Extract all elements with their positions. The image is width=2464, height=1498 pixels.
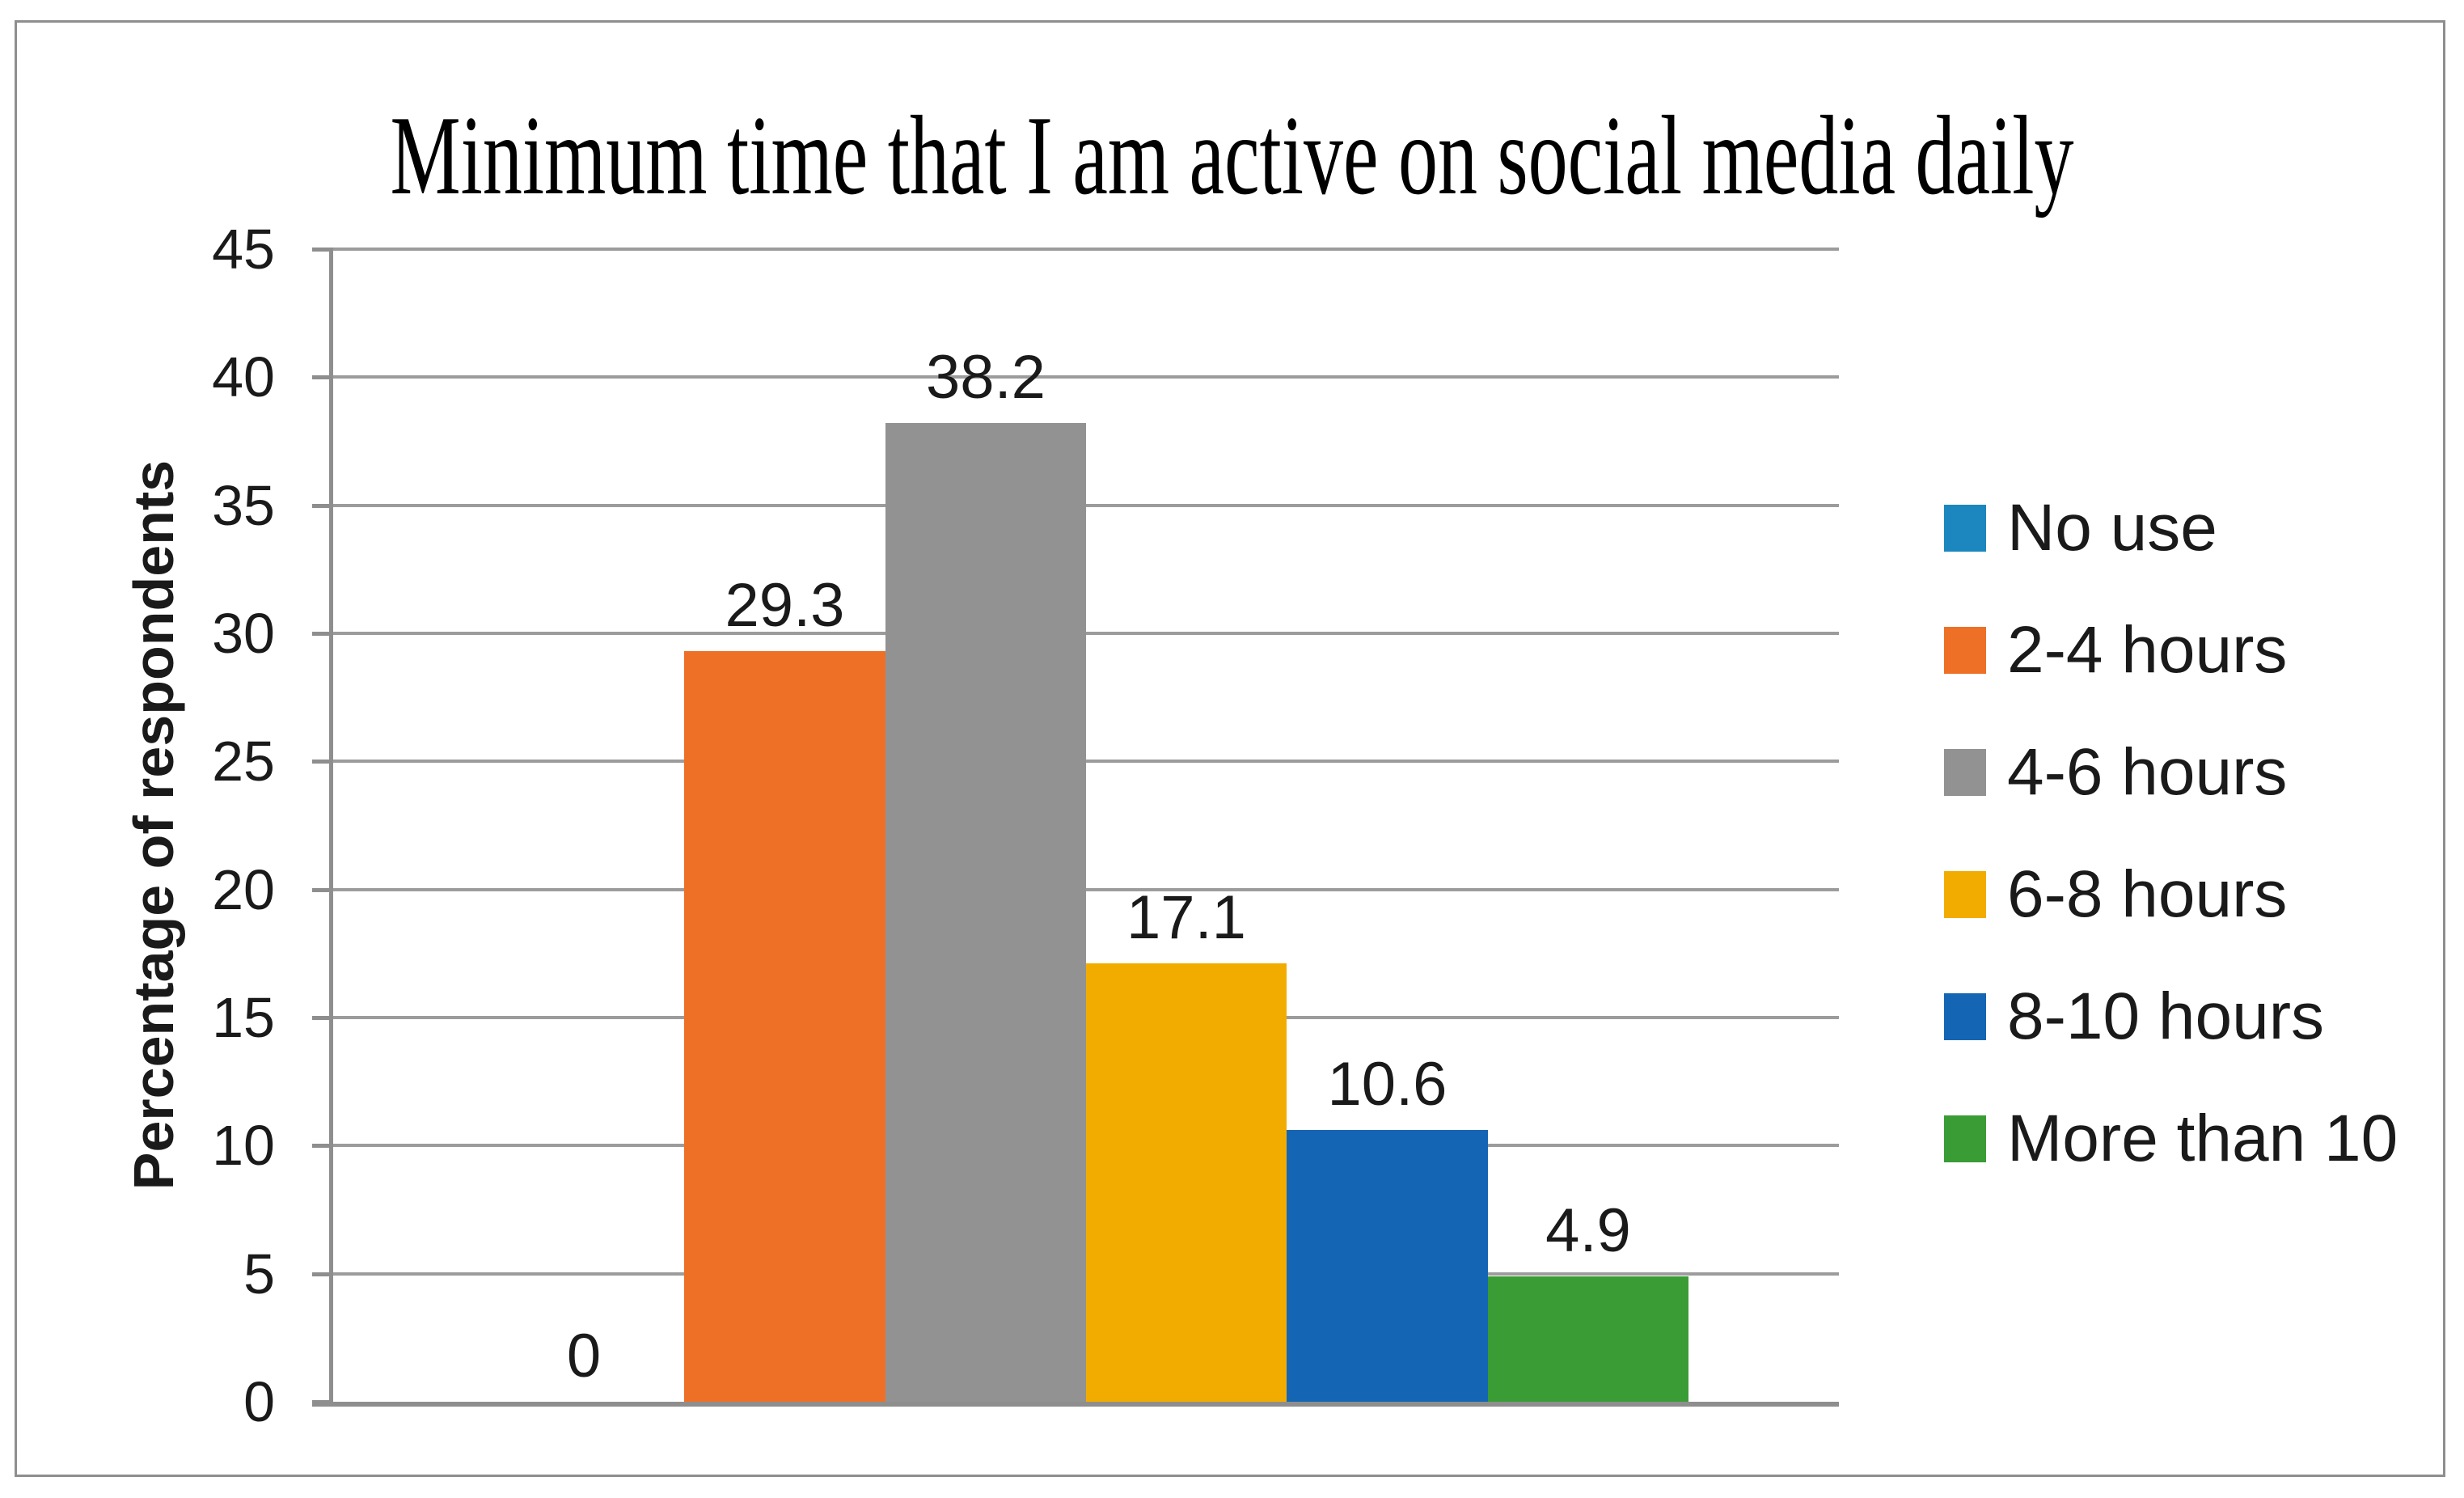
y-tick-label: 35	[212, 473, 275, 537]
legend-item-label: 6-8 hours	[2007, 857, 2288, 931]
y-axis-tick	[312, 375, 333, 380]
bar-value-label: 38.2	[926, 343, 1046, 412]
y-tick-label: 10	[212, 1114, 275, 1178]
x-axis-line	[312, 1402, 1839, 1407]
y-tick-label: 45	[212, 218, 275, 281]
legend-item-label: No use	[2007, 491, 2217, 565]
bar-value-label: 29.3	[725, 571, 845, 640]
grid-line	[333, 760, 1839, 764]
legend-item: 4-6 hours	[1944, 735, 2287, 809]
legend-item: 6-8 hours	[1944, 857, 2287, 931]
legend-item: More than 10	[1944, 1102, 2398, 1175]
y-axis-tick	[312, 632, 333, 636]
legend-swatch	[1944, 993, 1986, 1040]
legend-item: 2-4 hours	[1944, 613, 2287, 687]
y-tick-label: 25	[212, 730, 275, 793]
legend-swatch	[1944, 505, 1986, 552]
bar-value-label: 4.9	[1545, 1196, 1631, 1265]
bar	[684, 651, 885, 1402]
bar	[1086, 963, 1287, 1402]
grid-line	[333, 248, 1839, 251]
y-axis-tick	[312, 760, 333, 764]
legend-swatch	[1944, 627, 1986, 674]
bar	[885, 423, 1086, 1402]
legend-swatch	[1944, 1115, 1986, 1162]
y-axis-tick	[312, 503, 333, 508]
legend-item-label: More than 10	[2007, 1102, 2398, 1175]
legend-item: 8-10 hours	[1944, 980, 2324, 1053]
y-axis-tick	[312, 248, 333, 252]
bar	[1488, 1276, 1688, 1402]
y-axis-tick	[312, 1272, 333, 1276]
y-tick-label: 30	[212, 602, 275, 665]
grid-line	[333, 375, 1839, 379]
bar-value-label: 0	[566, 1322, 602, 1390]
grid-line	[333, 503, 1839, 507]
legend-item-label: 2-4 hours	[2007, 613, 2288, 687]
y-tick-label: 40	[212, 345, 275, 409]
y-axis-tick	[312, 887, 333, 892]
y-axis-tick	[312, 1144, 333, 1149]
legend-swatch	[1944, 749, 1986, 796]
legend-item: No use	[1944, 491, 2217, 565]
y-tick-label: 20	[212, 857, 275, 921]
legend-item-label: 8-10 hours	[2007, 980, 2325, 1053]
bar-value-label: 10.6	[1327, 1050, 1448, 1119]
y-tick-label: 5	[243, 1242, 275, 1305]
y-axis-tick	[312, 1016, 333, 1020]
grid-line	[333, 632, 1839, 635]
legend-item-label: 4-6 hours	[2007, 735, 2288, 809]
y-tick-label: 0	[243, 1370, 275, 1433]
y-tick-label: 15	[212, 986, 275, 1049]
legend-swatch	[1944, 871, 1986, 918]
grid-line	[333, 887, 1839, 891]
chart-title: Minimum time that I am active on social …	[390, 93, 2074, 218]
y-axis-line	[329, 249, 333, 1402]
bar-value-label: 17.1	[1126, 883, 1246, 952]
bar	[1287, 1130, 1488, 1402]
